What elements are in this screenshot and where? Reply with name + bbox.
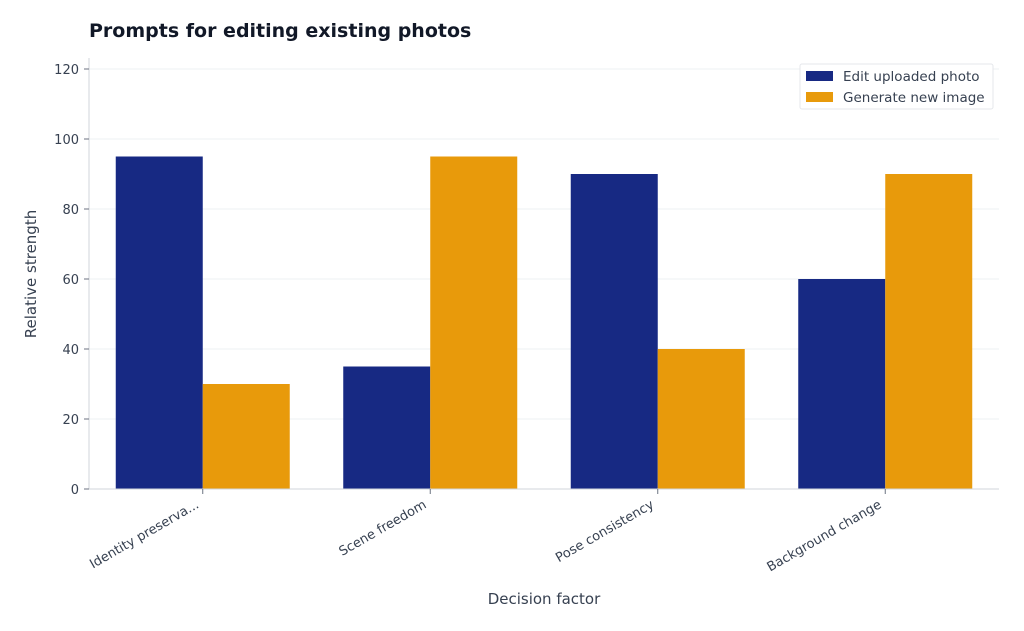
x-ticks: Identity preserva... Scene freedom Pose co… bbox=[87, 489, 886, 575]
y-axis-title: Relative strength bbox=[22, 210, 40, 338]
bar bbox=[343, 366, 431, 489]
x-tick-label: Pose consistency bbox=[553, 497, 657, 566]
bar bbox=[798, 279, 886, 489]
bar bbox=[430, 156, 518, 489]
y-tick-label: 20 bbox=[62, 413, 79, 428]
y-tick-label: 0 bbox=[71, 483, 79, 498]
bar bbox=[115, 156, 203, 489]
y-tick-label: 60 bbox=[62, 273, 79, 288]
legend-label: Generate new image bbox=[843, 90, 985, 106]
bars bbox=[115, 156, 973, 489]
y-ticks: 0 20 40 60 80 100 120 bbox=[54, 63, 89, 498]
x-tick-label: Scene freedom bbox=[337, 497, 430, 559]
legend-swatch bbox=[806, 71, 833, 81]
axes bbox=[88, 58, 999, 490]
bar bbox=[885, 174, 973, 489]
chart-title: Prompts for editing existing photos bbox=[89, 20, 472, 42]
bar bbox=[657, 349, 745, 489]
y-tick-label: 100 bbox=[54, 133, 79, 148]
bar bbox=[570, 174, 658, 489]
legend-label: Edit uploaded photo bbox=[843, 69, 980, 85]
x-axis-title: Decision factor bbox=[488, 590, 601, 608]
legend-swatch bbox=[806, 92, 833, 102]
x-tick-label: Background change bbox=[765, 497, 885, 575]
x-tick-label: Identity preserva... bbox=[87, 497, 201, 572]
legend-box bbox=[799, 63, 994, 110]
y-tick-label: 40 bbox=[62, 343, 79, 358]
bar bbox=[202, 384, 290, 489]
y-tick-label: 120 bbox=[54, 63, 79, 78]
legend: Edit uploaded photo Generate new image bbox=[799, 63, 994, 110]
y-tick-label: 80 bbox=[62, 203, 79, 218]
